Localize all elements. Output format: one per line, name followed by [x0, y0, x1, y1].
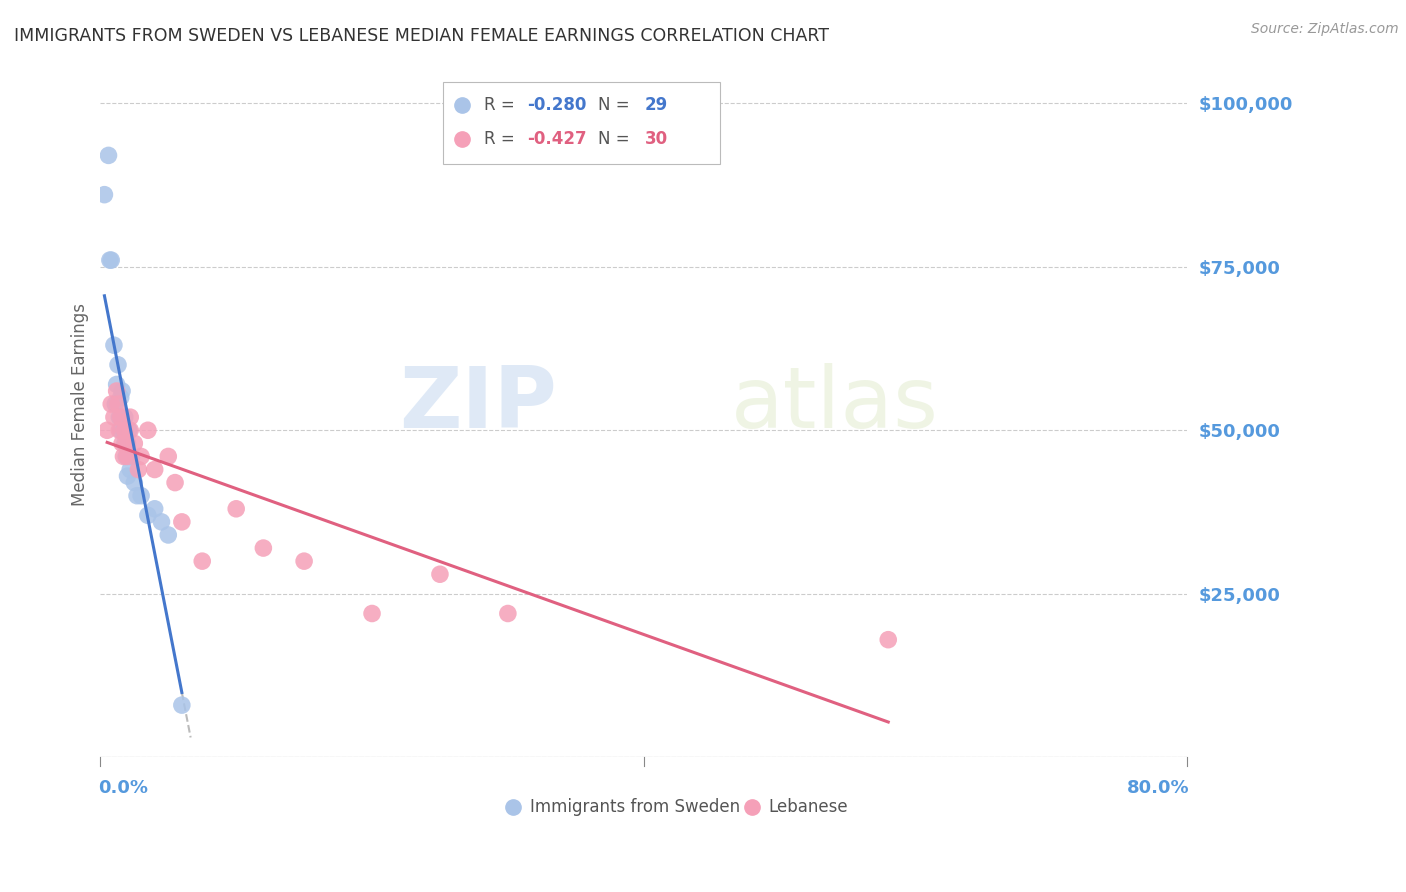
Text: atlas: atlas — [731, 362, 939, 446]
Point — [143, 462, 166, 476]
Y-axis label: Median Female Earnings: Median Female Earnings — [72, 302, 89, 506]
Text: N =: N = — [598, 130, 636, 148]
Point — [105, 377, 128, 392]
Point — [114, 410, 136, 425]
Text: N =: N = — [598, 96, 636, 114]
Point — [117, 469, 139, 483]
Point — [150, 515, 173, 529]
Point — [115, 436, 138, 450]
Point — [292, 554, 315, 568]
Point — [121, 450, 143, 464]
Text: 0.0%: 0.0% — [98, 779, 148, 797]
Text: 30: 30 — [645, 130, 668, 148]
Point — [496, 607, 519, 621]
Text: 80.0%: 80.0% — [1126, 779, 1189, 797]
Point — [191, 554, 214, 568]
Point — [107, 358, 129, 372]
Point — [105, 384, 128, 398]
Point — [117, 450, 139, 464]
Text: -0.280: -0.280 — [527, 96, 586, 114]
Point — [157, 450, 180, 464]
Text: Source: ZipAtlas.com: Source: ZipAtlas.com — [1251, 22, 1399, 37]
Point — [129, 489, 152, 503]
Point — [170, 698, 193, 712]
Point — [111, 436, 134, 450]
Text: Lebanese: Lebanese — [769, 798, 848, 816]
Point — [118, 423, 141, 437]
Point — [124, 475, 146, 490]
Text: IMMIGRANTS FROM SWEDEN VS LEBANESE MEDIAN FEMALE EARNINGS CORRELATION CHART: IMMIGRANTS FROM SWEDEN VS LEBANESE MEDIA… — [14, 27, 830, 45]
Point — [170, 515, 193, 529]
Point — [114, 436, 136, 450]
Point — [429, 567, 451, 582]
Text: R =: R = — [484, 96, 520, 114]
FancyBboxPatch shape — [443, 82, 720, 164]
Text: 29: 29 — [645, 96, 668, 114]
Point — [136, 508, 159, 523]
Point — [103, 410, 125, 425]
Point — [114, 423, 136, 437]
Point — [165, 475, 187, 490]
Point — [107, 397, 129, 411]
Point — [100, 253, 122, 268]
Point — [104, 397, 127, 411]
Point — [100, 397, 122, 411]
Point — [98, 253, 121, 268]
Point — [157, 528, 180, 542]
Point — [96, 423, 118, 437]
Point — [124, 436, 146, 450]
Point — [877, 632, 900, 647]
Point — [111, 384, 134, 398]
Point — [117, 436, 139, 450]
Point — [136, 423, 159, 437]
Point — [129, 450, 152, 464]
Point — [143, 501, 166, 516]
Point — [93, 187, 115, 202]
Point — [110, 423, 132, 437]
Point — [97, 148, 120, 162]
Text: -0.427: -0.427 — [527, 130, 588, 148]
Point — [225, 501, 247, 516]
Point — [120, 410, 142, 425]
Text: R =: R = — [484, 130, 520, 148]
Point — [103, 338, 125, 352]
Point — [112, 450, 135, 464]
Point — [108, 410, 131, 425]
Text: Immigrants from Sweden: Immigrants from Sweden — [530, 798, 740, 816]
Point — [120, 423, 142, 437]
Point — [112, 423, 135, 437]
Point — [115, 450, 138, 464]
Point — [110, 391, 132, 405]
Point — [108, 423, 131, 437]
Point — [361, 607, 384, 621]
Point — [252, 541, 274, 555]
Point — [120, 462, 142, 476]
Text: ZIP: ZIP — [399, 362, 557, 446]
Point — [125, 489, 148, 503]
Point — [127, 462, 149, 476]
Point — [110, 410, 132, 425]
